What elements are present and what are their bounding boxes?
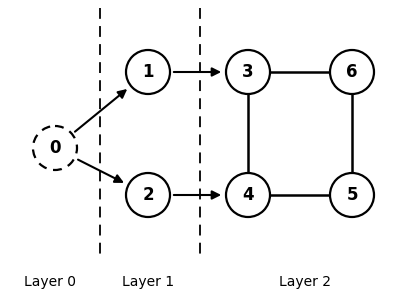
Text: 6: 6 [346, 63, 358, 81]
Circle shape [330, 50, 374, 94]
Circle shape [226, 50, 270, 94]
Circle shape [330, 173, 374, 217]
Text: 1: 1 [142, 63, 154, 81]
Circle shape [226, 173, 270, 217]
Text: Layer 2: Layer 2 [279, 275, 331, 289]
Circle shape [33, 126, 77, 170]
Circle shape [126, 50, 170, 94]
Text: 3: 3 [242, 63, 254, 81]
Circle shape [126, 173, 170, 217]
Text: 0: 0 [49, 139, 61, 157]
Text: 4: 4 [242, 186, 254, 204]
Text: Layer 0: Layer 0 [24, 275, 76, 289]
Text: 5: 5 [346, 186, 358, 204]
Text: 2: 2 [142, 186, 154, 204]
Text: Layer 1: Layer 1 [122, 275, 174, 289]
